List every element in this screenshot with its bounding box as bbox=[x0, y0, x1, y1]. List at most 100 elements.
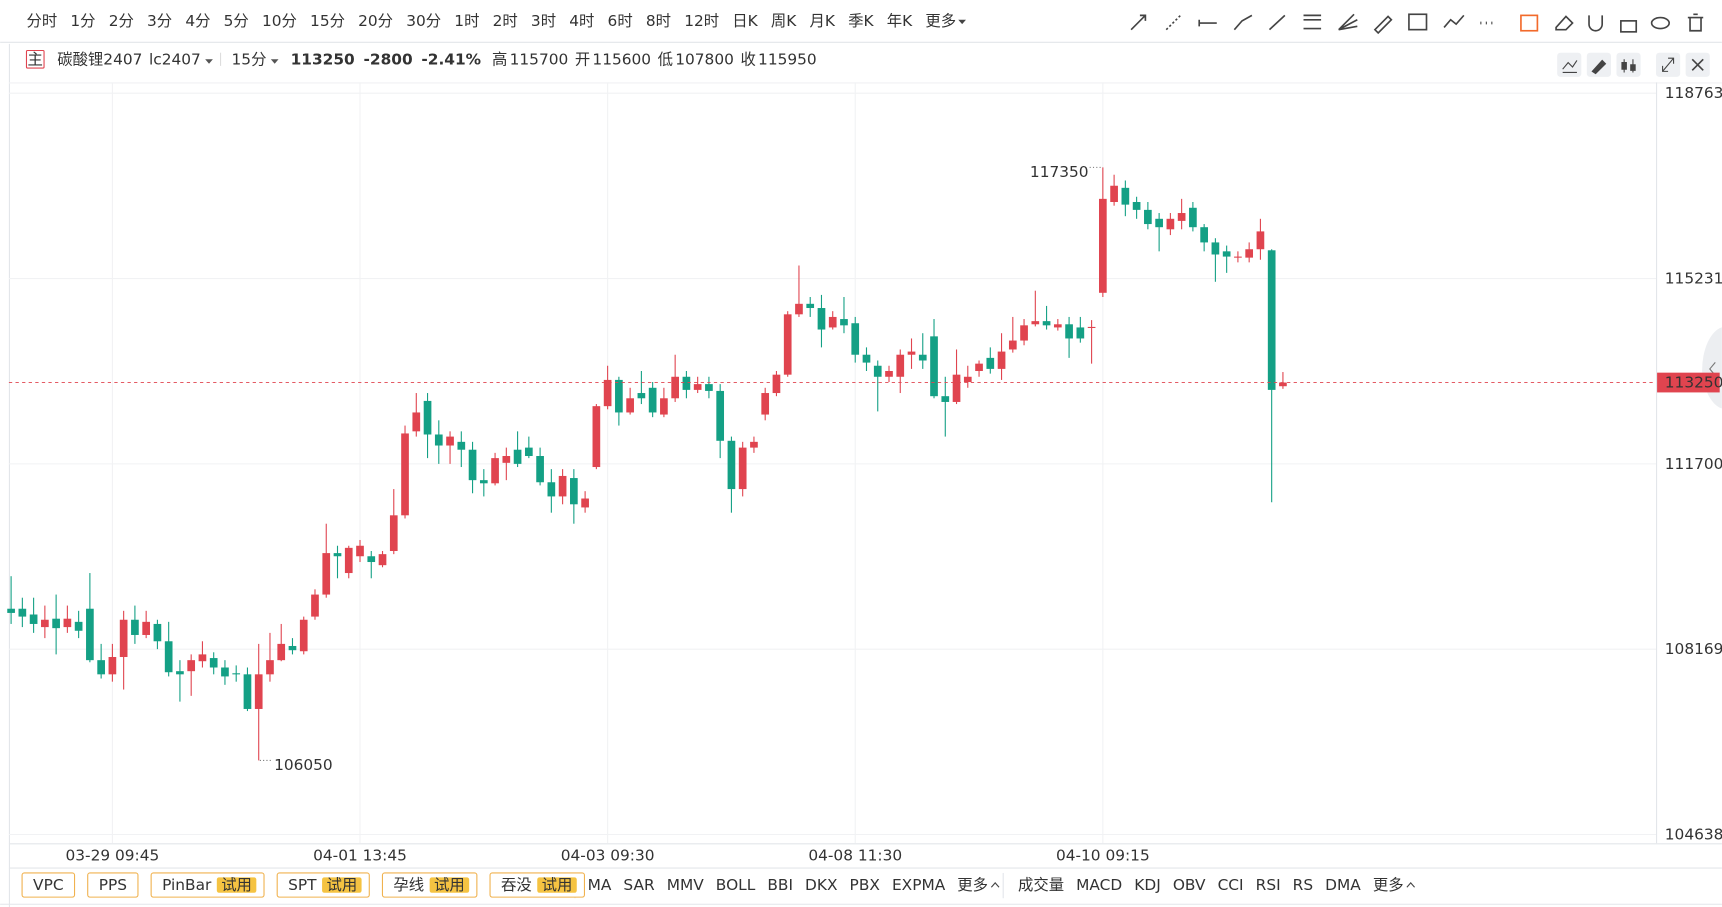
candle-body bbox=[907, 351, 916, 355]
period-tab[interactable]: 3时 bbox=[531, 12, 556, 30]
period-tab[interactable]: 30分 bbox=[406, 12, 441, 30]
period-tab[interactable]: 更多 bbox=[925, 12, 956, 30]
indicator-tab[interactable]: CCI bbox=[1218, 876, 1244, 894]
candle-body bbox=[705, 384, 713, 391]
candle-body bbox=[7, 608, 15, 613]
candle-body bbox=[1256, 231, 1265, 250]
tool-segment[interactable] bbox=[1233, 14, 1253, 31]
indicator-tab[interactable]: RSI bbox=[1256, 876, 1281, 894]
tool-magnet[interactable] bbox=[1588, 15, 1604, 32]
period-tab[interactable]: 季K bbox=[848, 12, 874, 30]
tool-lock[interactable] bbox=[1620, 20, 1638, 33]
period-tab[interactable]: 周K bbox=[771, 12, 797, 30]
candle-body bbox=[491, 458, 499, 484]
candle-body bbox=[615, 379, 623, 413]
period-tab[interactable]: 1时 bbox=[454, 12, 479, 30]
tool-delete[interactable] bbox=[1687, 13, 1704, 32]
strategy-button[interactable] bbox=[87, 872, 139, 898]
indicator-tab[interactable]: OBV bbox=[1173, 876, 1206, 894]
strategy-button[interactable] bbox=[21, 872, 76, 898]
candle-body bbox=[581, 498, 589, 508]
tool-edit[interactable] bbox=[1520, 14, 1539, 32]
y-tick-label: 115231 bbox=[1665, 270, 1722, 288]
x-tick-label: 04-08 11:30 bbox=[808, 846, 902, 864]
tool-eraser[interactable] bbox=[1555, 15, 1574, 31]
candle-body bbox=[671, 376, 679, 399]
period-tab[interactable]: 日K bbox=[732, 12, 758, 30]
btn-indicator[interactable] bbox=[1557, 52, 1582, 77]
candle-body bbox=[232, 673, 241, 675]
candle-body bbox=[322, 553, 331, 595]
indicator-tab[interactable]: SAR bbox=[623, 876, 655, 894]
indicator-tab[interactable]: BBI bbox=[767, 876, 793, 894]
tool-hline[interactable] bbox=[1198, 19, 1217, 27]
x-tick-label: 03-29 09:45 bbox=[66, 846, 160, 864]
candle-body bbox=[1110, 185, 1118, 203]
period-tab[interactable]: 6时 bbox=[608, 12, 633, 30]
indicator-tab[interactable]: DKX bbox=[805, 876, 838, 894]
indicator-tab[interactable]: EXPMA bbox=[892, 876, 946, 894]
indicator-tab[interactable]: DMA bbox=[1325, 876, 1361, 894]
stat-label: 收 bbox=[740, 50, 755, 68]
candle-body bbox=[1099, 198, 1107, 293]
drawing-tools[interactable] bbox=[1130, 13, 1704, 35]
candle-body bbox=[738, 447, 747, 490]
period-tab[interactable]: 月K bbox=[810, 12, 836, 30]
y-tick-label: 118763 bbox=[1665, 84, 1722, 102]
period-tab[interactable]: 15分 bbox=[310, 12, 345, 30]
period-tab[interactable]: 5分 bbox=[224, 12, 249, 30]
period-tab[interactable]: 分时 bbox=[26, 12, 57, 30]
tool-dashed[interactable] bbox=[1165, 14, 1182, 31]
candle-body bbox=[1031, 321, 1040, 325]
indicator-tab[interactable]: 更多 bbox=[957, 876, 988, 894]
candle-body bbox=[502, 456, 511, 463]
tool-line[interactable] bbox=[1268, 14, 1286, 31]
tool-fib[interactable] bbox=[1303, 14, 1322, 30]
period-tab[interactable]: 12时 bbox=[684, 12, 719, 30]
low-annotation: 106050 bbox=[274, 756, 333, 774]
tool-image[interactable] bbox=[1408, 13, 1428, 31]
indicator-tab[interactable]: MMV bbox=[667, 876, 705, 894]
indicator-tab[interactable]: 成交量 bbox=[1018, 876, 1064, 894]
candle-body bbox=[536, 456, 544, 483]
candle-body bbox=[164, 641, 173, 673]
period-tab[interactable]: 8时 bbox=[646, 12, 671, 30]
candle-body bbox=[29, 614, 38, 624]
main-icon-label: 主 bbox=[28, 50, 43, 68]
trial-badge bbox=[322, 877, 362, 893]
period-tab[interactable]: 10分 bbox=[262, 12, 297, 30]
x-tick-label: 04-10 09:15 bbox=[1056, 846, 1150, 864]
period-tab[interactable]: 20分 bbox=[358, 12, 393, 30]
candle-body bbox=[885, 370, 893, 377]
period-tab[interactable]: 年K bbox=[887, 12, 913, 30]
period-tab[interactable]: 4分 bbox=[185, 12, 210, 30]
indicator-tab[interactable]: RS bbox=[1293, 876, 1313, 894]
indicator-tab[interactable]: 更多 bbox=[1373, 876, 1404, 894]
candle-body bbox=[952, 374, 961, 402]
period-tab[interactable]: 1分 bbox=[70, 12, 95, 30]
dropdown-caret bbox=[205, 59, 213, 64]
candle-body bbox=[18, 608, 27, 617]
tool-wave[interactable] bbox=[1443, 14, 1465, 28]
candle-body bbox=[783, 314, 792, 375]
period-tab[interactable]: 2时 bbox=[493, 12, 518, 30]
tool-fan[interactable] bbox=[1338, 13, 1358, 31]
tool-pen[interactable] bbox=[1373, 15, 1393, 35]
candle-body bbox=[356, 545, 364, 557]
candle-body bbox=[52, 618, 60, 629]
tool-eye[interactable] bbox=[1650, 16, 1670, 30]
candle-body bbox=[277, 643, 286, 661]
indicator-tab[interactable]: MA bbox=[588, 876, 612, 894]
header-buttons[interactable] bbox=[1557, 52, 1710, 77]
tool-ray[interactable] bbox=[1130, 14, 1147, 31]
candle-body bbox=[750, 441, 758, 448]
indicator-tab[interactable]: PBX bbox=[850, 876, 881, 894]
indicator-tab[interactable]: BOLL bbox=[716, 876, 756, 894]
period-tab[interactable]: 4时 bbox=[569, 12, 594, 30]
period-tab[interactable]: 3分 bbox=[147, 12, 172, 30]
indicator-tab[interactable]: KDJ bbox=[1134, 876, 1160, 894]
candle-body bbox=[918, 354, 927, 361]
btn-type[interactable] bbox=[1616, 52, 1641, 77]
indicator-tab[interactable]: MACD bbox=[1076, 876, 1122, 894]
period-tab[interactable]: 2分 bbox=[109, 12, 134, 30]
